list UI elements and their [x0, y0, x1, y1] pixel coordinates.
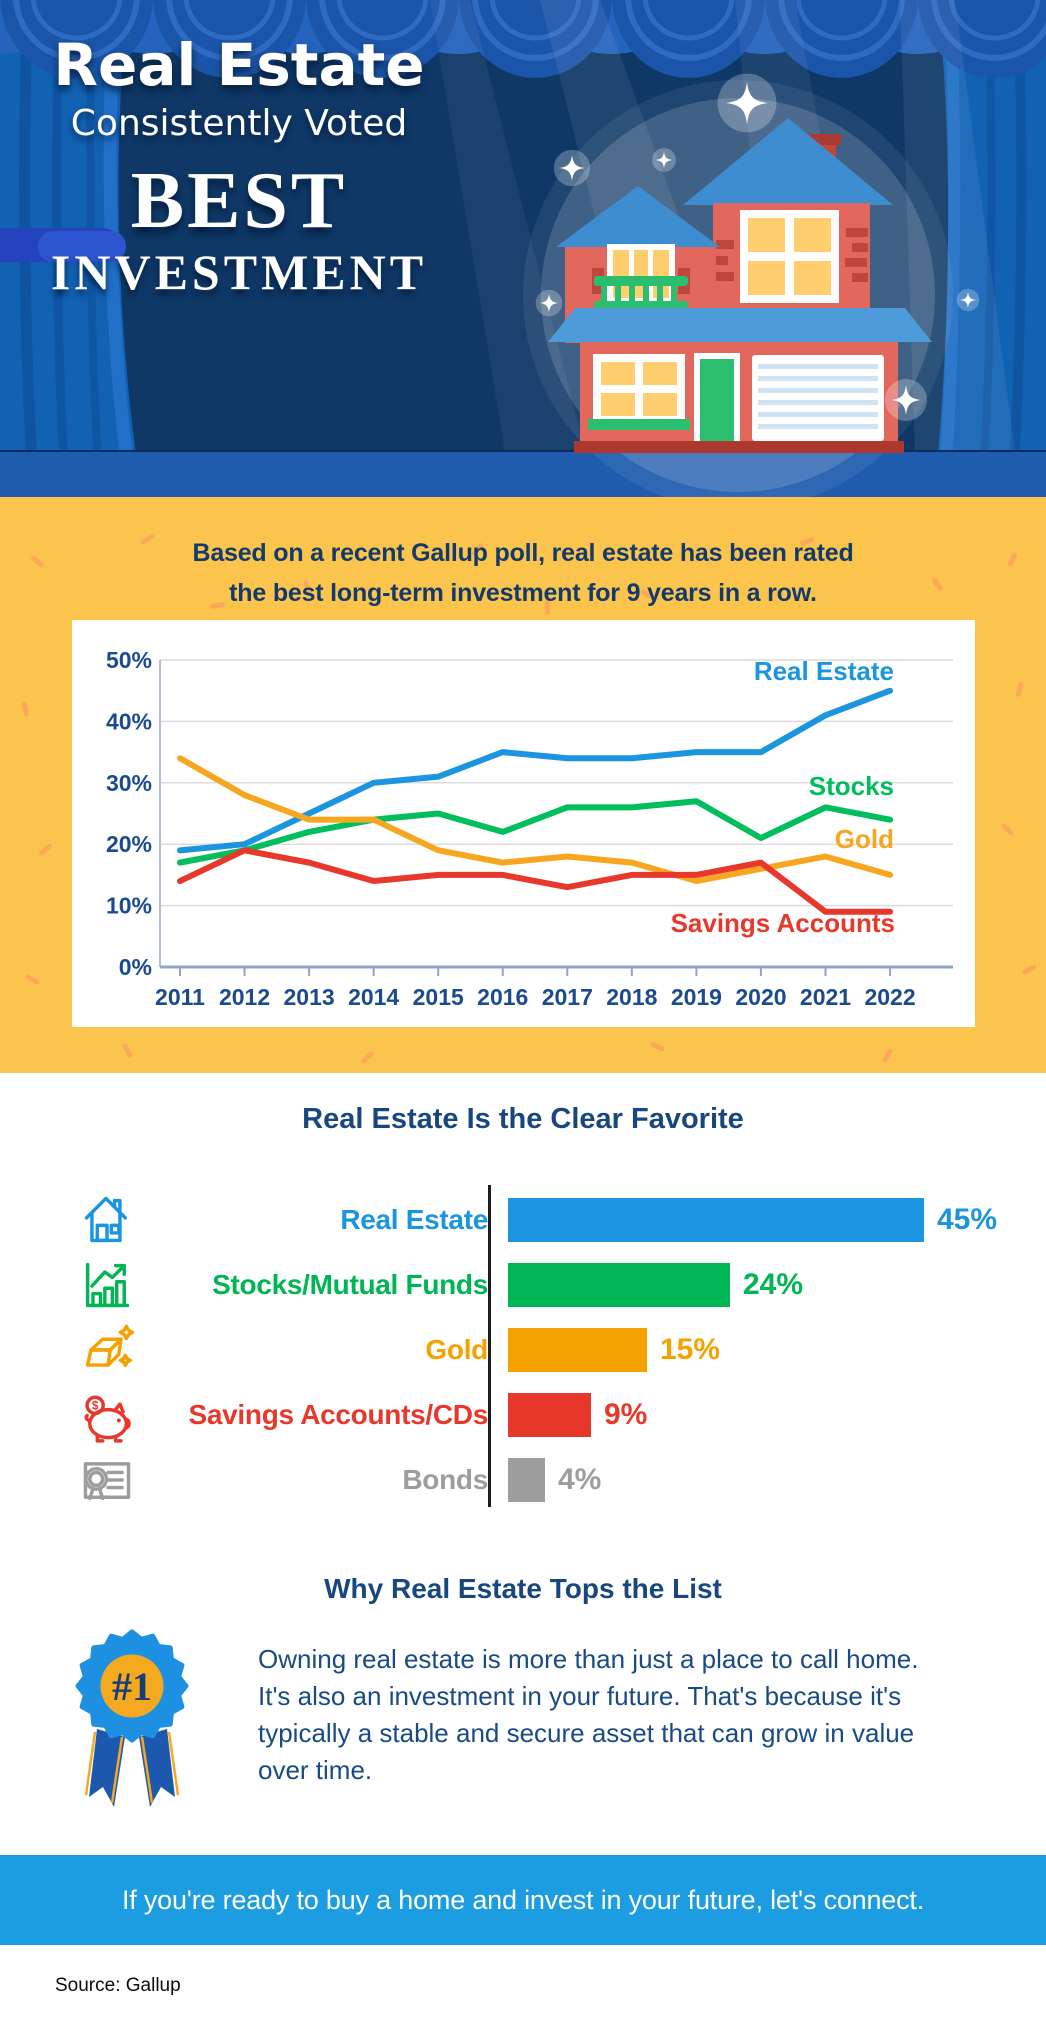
page-title: Real Estate Consistently Voted BEST INVE…	[18, 34, 460, 300]
bar-fill	[508, 1328, 647, 1372]
poll-headline-line2: the best long-term investment for 9 year…	[229, 579, 817, 607]
series-line-gold	[177, 755, 894, 885]
bar-row-real-estate: Real Estate 45%	[75, 1196, 998, 1243]
bar-value: 4%	[558, 1463, 602, 1496]
bar-label: Stocks/Mutual Funds	[212, 1269, 488, 1300]
y-axis-tick-label: 20%	[106, 831, 152, 857]
number-one-badge: #1	[75, 1629, 189, 1807]
series-label-real-estate: Real Estate	[754, 656, 894, 686]
series-label-gold: Gold	[835, 824, 894, 854]
confetti-piece	[1015, 681, 1024, 698]
why-body-text: Owning real estate is more than just a p…	[258, 1644, 919, 1785]
bar-chart-axis	[488, 1185, 491, 1507]
bar-fill	[508, 1458, 545, 1502]
cta-banner: If you're ready to buy a home and invest…	[0, 1855, 1046, 1945]
x-axis-year-label: 2013	[284, 984, 335, 1010]
badge-number-label: #1	[112, 1664, 152, 1709]
x-axis-year-label: 2011	[155, 984, 205, 1010]
bar-fill	[508, 1263, 730, 1307]
stage-floor	[0, 450, 1046, 497]
x-axis-year-label: 2018	[606, 984, 657, 1010]
balcony-railing	[594, 276, 688, 310]
source-footer: Source: Gallup	[0, 1945, 1046, 2020]
poll-headline-line1: Based on a recent Gallup poll, real esta…	[192, 539, 854, 567]
x-axis-year-label: 2019	[671, 984, 722, 1010]
bar-label: Real Estate	[340, 1204, 488, 1235]
title-real-estate: Real Estate	[53, 31, 425, 99]
series-label-savings-accounts: Savings Accounts	[671, 908, 895, 938]
bar-label: Savings Accounts/CDs	[188, 1399, 489, 1430]
bond-certificate-icon	[75, 1452, 139, 1508]
confetti-piece	[38, 842, 53, 857]
house-icon	[75, 1192, 139, 1248]
x-axis-year-label: 2015	[413, 984, 464, 1010]
y-axis-tick-label: 0%	[119, 954, 152, 980]
series-line-stocks	[177, 798, 894, 866]
bar-fill	[508, 1393, 591, 1437]
confetti-piece	[21, 701, 30, 718]
confetti-piece	[121, 1042, 134, 1059]
confetti-piece	[649, 1041, 666, 1052]
bar-value: 15%	[660, 1333, 721, 1366]
cta-text: If you're ready to buy a home and invest…	[121, 1884, 925, 1915]
bar-label: Gold	[425, 1334, 488, 1365]
stock-growth-icon	[75, 1257, 139, 1313]
badge-ribbons	[84, 1729, 180, 1807]
x-axis-year-label: 2022	[864, 984, 915, 1010]
piggy-bank-icon: $	[75, 1387, 139, 1443]
title-consistently-voted: Consistently Voted	[70, 103, 408, 144]
house-illustration	[548, 118, 932, 453]
x-axis-year-label: 2012	[219, 984, 270, 1010]
favorite-chart-title: Real Estate Is the Clear Favorite	[302, 1103, 744, 1135]
confetti-piece	[1021, 963, 1038, 976]
x-axis-year-label: 2016	[477, 984, 528, 1010]
confetti-piece	[881, 1047, 894, 1064]
title-best: BEST	[130, 157, 348, 245]
bar-row-gold: Gold 15%	[75, 1324, 721, 1372]
confetti-piece	[1000, 822, 1015, 837]
bar-value: 45%	[937, 1203, 998, 1236]
y-axis-tick-label: 30%	[106, 770, 152, 796]
title-investment: INVESTMENT	[50, 244, 428, 300]
gold-bars-icon	[75, 1322, 139, 1378]
x-axis-year-label: 2017	[542, 984, 593, 1010]
bar-row-savings-accounts-cds: $ Savings Accounts/CDs 9%	[75, 1393, 648, 1443]
why-section-title: Why Real Estate Tops the List	[324, 1573, 722, 1604]
stage-header: Real Estate Consistently Voted BEST INVE…	[0, 0, 1046, 497]
left-curtain	[0, 0, 142, 497]
bar-row-bonds: Bonds 4%	[75, 1458, 601, 1502]
favorite-section: Real Estate Is the Clear Favorite Real E…	[0, 1073, 1046, 1855]
bar-value: 9%	[604, 1398, 648, 1431]
trend-chart-card: 0% 10% 20% 30% 40% 50% 2011 2012 2013 2014 2015 201…	[72, 620, 975, 1027]
x-axis-year-label: 2014	[348, 984, 399, 1010]
poll-headline: Based on a recent Gallup poll, real esta…	[0, 533, 1046, 613]
poll-section: Based on a recent Gallup poll, real esta…	[0, 497, 1046, 1073]
confetti-piece	[360, 1050, 375, 1065]
series-line-savings-accounts	[177, 847, 894, 915]
bunting	[0, 0, 1046, 78]
bar-row-stocks-mutual-funds: Stocks/Mutual Funds 24%	[75, 1262, 804, 1308]
y-axis-tick-label: 40%	[106, 708, 152, 734]
sparkles	[535, 73, 980, 421]
bar-value: 24%	[743, 1268, 804, 1301]
bar-label: Bonds	[402, 1464, 488, 1495]
series-label-stocks: Stocks	[809, 771, 894, 801]
x-axis-year-label: 2020	[735, 984, 786, 1010]
confetti-piece	[24, 973, 41, 986]
svg-text:$: $	[92, 1399, 99, 1413]
stage-decoration	[0, 0, 1046, 497]
x-axis-year-label: 2021	[800, 984, 851, 1010]
source-note: Source: Gallup	[55, 1975, 181, 1996]
y-axis-tick-label: 50%	[106, 647, 152, 673]
bar-fill	[508, 1198, 924, 1242]
y-axis-tick-label: 10%	[106, 893, 152, 919]
gallup-trend-line-chart: 0% 10% 20% 30% 40% 50% 2011 2012 2013 2014 2015 201…	[106, 647, 953, 1010]
